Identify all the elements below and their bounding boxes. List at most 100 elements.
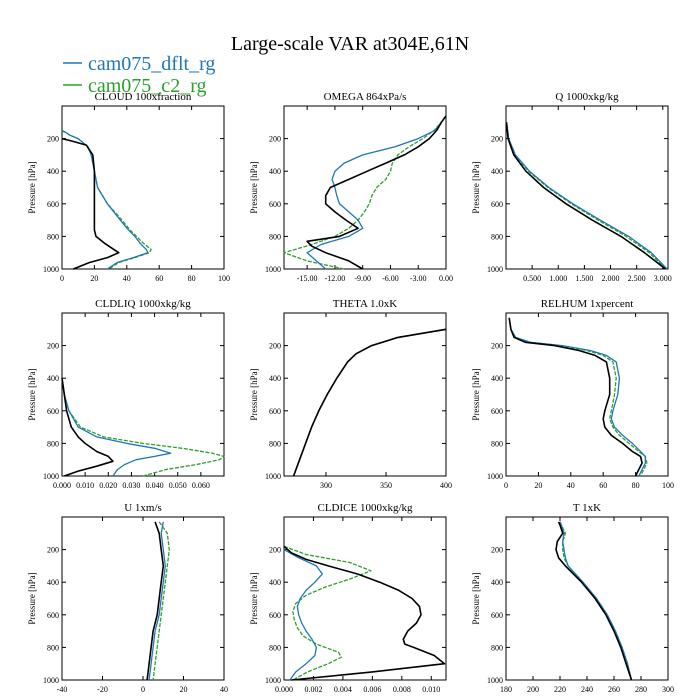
panels: CLOUD 100xfraction2004006008001000Pressu… (27, 91, 674, 694)
y-tick-label: 200 (269, 546, 281, 555)
x-tick-label: 400 (440, 481, 452, 490)
y-axis-label: Pressure [hPa] (471, 572, 481, 624)
x-tick-label: -20 (97, 685, 108, 694)
y-tick-label: 200 (47, 546, 59, 555)
x-tick-label: 40 (123, 274, 131, 283)
y-tick-label: 400 (491, 578, 503, 587)
x-tick-label: 0.008 (393, 685, 411, 694)
y-tick-label: 600 (269, 407, 281, 416)
y-axis-label: Pressure [hPa] (471, 161, 481, 213)
series-line-c2 (292, 328, 447, 477)
panel-title: CLDICE 1000xkg/kg (317, 502, 413, 514)
x-tick-label: -15.00 (297, 274, 318, 283)
x-tick-label: 0.004 (334, 685, 352, 694)
plot-frame (283, 516, 447, 681)
panel-6: RELHUM 1xpercent2004006008001000Pressure… (471, 298, 674, 490)
y-tick-label: 800 (269, 232, 281, 241)
series-line-dflt (505, 122, 668, 270)
series-line-c2 (61, 129, 152, 270)
y-axis-label: Pressure [hPa] (27, 161, 37, 213)
y-tick-label: 800 (491, 232, 503, 241)
y-tick-label: 1000 (43, 472, 59, 481)
x-tick-label: 200 (527, 685, 539, 694)
x-tick-label: 1.500 (575, 274, 593, 283)
panel-1: CLOUD 100xfraction2004006008001000Pressu… (27, 91, 230, 283)
x-tick-label: -12.00 (325, 274, 346, 283)
series-line-c2 (505, 122, 667, 270)
series-line-dflt (61, 130, 149, 270)
series-line-ref (306, 115, 447, 270)
plot-frame (61, 312, 225, 477)
series-line-dflt (559, 521, 633, 681)
series-line-dflt (283, 549, 323, 681)
x-tick-label: 0 (60, 274, 64, 283)
panel-5: THETA 1.0xK 200 400 600 800 1000 Pressure [hPa… (249, 298, 452, 490)
y-tick-label: 1000 (487, 676, 503, 685)
x-tick-label: 0 (141, 685, 145, 694)
series-line-c2 (283, 115, 447, 270)
y-tick-label: 600 (47, 611, 59, 620)
plot-frame (283, 312, 447, 477)
series-line-ref (283, 545, 446, 681)
x-tick-label: 2.500 (628, 274, 646, 283)
series-line-c2 (559, 521, 633, 681)
x-tick-label: 0.006 (363, 685, 381, 694)
y-tick-label: 400 (47, 167, 59, 176)
x-tick-label: 0.020 (99, 481, 117, 490)
series-line-ref (555, 521, 633, 681)
x-tick-label: 0.010 (76, 481, 94, 490)
y-tick-label: 200 (47, 135, 59, 144)
y-tick-label: 800 (491, 643, 503, 652)
y-tick-label: 400 (269, 374, 281, 383)
y-tick-label: 600 (47, 407, 59, 416)
x-tick-label: 0.000 (275, 685, 293, 694)
y-tick-label: 400 (47, 374, 59, 383)
y-tick-label: 600 (491, 200, 503, 209)
legend-label-dflt: cam075_dflt_rg (88, 53, 215, 75)
y-tick-label: 400 (269, 578, 281, 587)
y-tick-label: 1000 (487, 472, 503, 481)
panel-9: T 1xK 200 400 600 800 1000 Pressure [hPa] 180 20… (471, 502, 674, 694)
plot-frame (505, 105, 669, 270)
panel-title: CLDLIQ 1000xkg/kg (95, 298, 191, 310)
plot-frame (505, 312, 669, 477)
y-tick-label: 800 (47, 439, 59, 448)
series-line-ref (508, 317, 643, 477)
y-tick-label: 600 (47, 200, 59, 209)
x-tick-label: 0.050 (169, 481, 187, 490)
plot-frame (505, 516, 669, 681)
x-tick-label: 300 (320, 481, 332, 490)
legend-label-c2: cam075_c2_rg (88, 75, 207, 97)
series-line-ref (61, 378, 114, 477)
x-tick-label: 60 (155, 274, 163, 283)
x-tick-label: 100 (218, 274, 230, 283)
series-line-ref (61, 137, 120, 270)
panel-title: RELHUM 1xpercent (541, 298, 634, 310)
x-tick-label: 0.002 (304, 685, 322, 694)
panel-title: CLOUD 100xfraction (95, 91, 192, 103)
x-tick-label: 0.00 (439, 274, 453, 283)
x-tick-label: 0.060 (192, 481, 210, 490)
y-axis-label: Pressure [hPa] (471, 368, 481, 420)
y-tick-label: 800 (47, 643, 59, 652)
y-tick-label: 400 (491, 374, 503, 383)
x-tick-label: 80 (188, 274, 196, 283)
series-line-c2 (152, 521, 170, 681)
y-axis-label: Pressure [hPa] (249, 161, 259, 213)
y-tick-label: 400 (491, 167, 503, 176)
panel-3: Q 1000xkg/kg 200 400 600 800 1000 Pressure [hP… (471, 91, 672, 283)
x-tick-label: 220 (554, 685, 566, 694)
x-tick-label: -3.00 (410, 274, 427, 283)
y-tick-label: 600 (491, 407, 503, 416)
series-line-dflt (508, 317, 646, 477)
y-axis-label: Pressure [hPa] (27, 368, 37, 420)
y-tick-label: 200 (491, 546, 503, 555)
x-tick-label: 40 (220, 685, 228, 694)
y-tick-label: 200 (47, 342, 59, 351)
panel-8: CLDICE 1000xkg/kg 200 400 600 800 1000 Pressur… (249, 502, 447, 694)
panel-title: Q 1000xkg/kg (555, 91, 619, 103)
panel-title: THETA 1.0xK (333, 298, 398, 310)
series-line-ref (505, 122, 666, 270)
y-tick-label: 1000 (43, 676, 59, 685)
x-tick-label: 20 (90, 274, 98, 283)
